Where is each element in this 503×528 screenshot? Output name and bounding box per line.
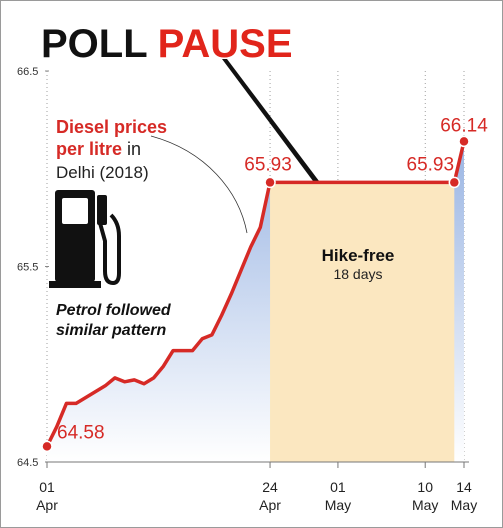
series-line-diesel: [45, 140, 466, 448]
note-line-2: per litre in: [56, 139, 141, 159]
y-tick-label-2: 66.5: [17, 66, 38, 78]
marks-layer: 64.58 65.93 65.93 66.14: [41, 115, 488, 453]
data-point-2: [448, 176, 461, 189]
title-part-2: PAUSE: [158, 22, 293, 66]
data-label-2: 65.93: [407, 154, 455, 175]
petrol-note-line-1: Petrol followed: [56, 302, 172, 319]
title-part-1: POLL: [41, 22, 148, 66]
x-tick-month-4: May: [451, 497, 477, 513]
hike-free-label: Hike-free: [322, 246, 395, 265]
note-line-2-rest: in: [122, 139, 141, 159]
x-tick-label-2: 01: [330, 479, 346, 495]
petrol-note-line-2: similar pattern: [56, 322, 166, 339]
title-pointer: [222, 59, 319, 181]
y-tick-label-1: 65.5: [17, 262, 38, 274]
note-line-1: Diesel prices: [56, 117, 167, 137]
hike-free-band: [270, 182, 455, 462]
x-tick-month-2: May: [325, 497, 351, 513]
x-tick-label-4: 14: [456, 479, 472, 495]
note-line-3: Delhi (2018): [56, 163, 149, 182]
data-label-0: 64.58: [57, 422, 105, 443]
data-label-3: 66.14: [440, 115, 488, 136]
x-tick-month-3: May: [412, 497, 438, 513]
note-leader-line: [150, 135, 248, 234]
data-point-0: [41, 440, 53, 453]
note-line-2-bold: per litre: [56, 139, 122, 159]
hike-free-days: 18 days: [333, 266, 382, 282]
x-tick-label-1: 24: [262, 479, 278, 495]
data-point-3: [458, 135, 470, 148]
x-tick-month-0: Apr: [36, 497, 58, 513]
axis-layer: 64.5 65.5 66.5 01 Apr 24 Apr 01 May 10 May 14 May: [17, 66, 477, 513]
data-label-1: 65.93: [244, 154, 292, 175]
data-point-1: [264, 176, 276, 189]
x-tick-month-1: Apr: [259, 497, 281, 513]
chart-title: POLL PAUSE: [41, 22, 293, 66]
y-tick-label-0: 64.5: [17, 457, 38, 469]
fuel-pump-icon: [49, 190, 121, 288]
x-tick-label-0: 01: [39, 479, 55, 495]
x-tick-label-3: 10: [417, 479, 433, 495]
